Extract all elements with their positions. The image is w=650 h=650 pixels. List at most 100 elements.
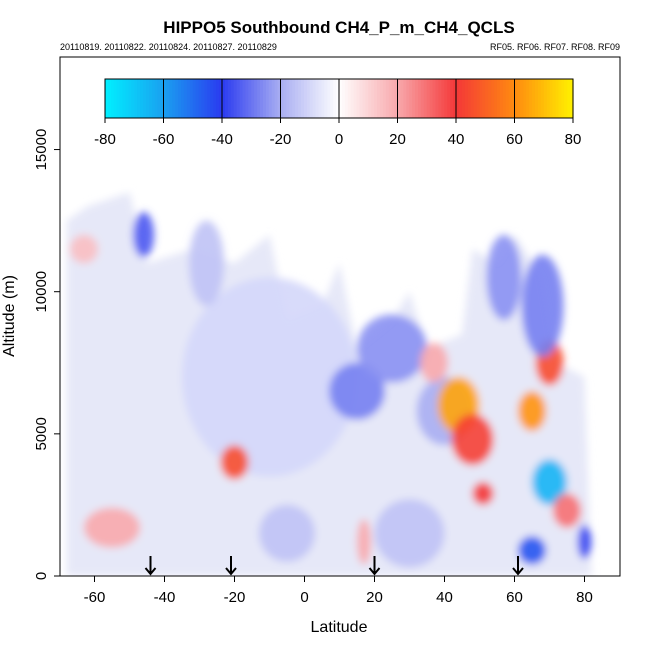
colorbar-segment (330, 79, 334, 118)
colorbar-segment (388, 79, 393, 118)
colorbar-segment (324, 79, 328, 118)
colorbar-segment (496, 79, 501, 118)
x-tick-label: -60 (84, 589, 106, 606)
colorbar-segment (148, 79, 153, 118)
chart-subtitle-dates: 20110819. 20110822. 20110824. 20110827. … (60, 42, 277, 52)
colorbar-segment (356, 79, 361, 118)
heat-feature (553, 493, 581, 528)
heat-feature (133, 212, 154, 258)
colorbar-segment (441, 79, 445, 118)
colorbar-segment (224, 79, 229, 118)
colorbar-segment (359, 79, 363, 118)
colorbar-segment (175, 79, 179, 118)
colorbar-segment (198, 79, 203, 118)
colorbar-segment (163, 79, 168, 118)
colorbar-segment (561, 79, 565, 118)
colorbar-segment (464, 79, 469, 118)
colorbar-tick-label: 80 (565, 131, 582, 148)
colorbar-segment (385, 79, 390, 118)
colorbar-segment (201, 79, 206, 118)
colorbar-segment (341, 79, 346, 118)
colorbar-segment (295, 79, 299, 118)
colorbar-segment (254, 79, 258, 118)
colorbar-segment (125, 79, 129, 118)
x-axis: -60 -40 -20 0 20 40 60 80 (84, 576, 593, 606)
colorbar-segment (219, 79, 223, 118)
colorbar-segment (186, 79, 191, 118)
colorbar-segment (230, 79, 235, 118)
colorbar-segment (537, 79, 542, 118)
flight-arrow (512, 556, 524, 576)
colorbar-segment (222, 79, 226, 118)
flight-arrow (225, 556, 237, 576)
colorbar-segment (450, 79, 454, 118)
colorbar-segment (336, 79, 340, 118)
colorbar-segment (426, 79, 431, 118)
colorbar-segment (172, 79, 176, 118)
colorbar-segment (391, 79, 396, 118)
colorbar-segment (169, 79, 173, 118)
colorbar-segment (277, 79, 282, 118)
colorbar-segment (192, 79, 197, 118)
flight-arrow (144, 556, 157, 576)
colorbar-segment (458, 79, 463, 118)
colorbar-segment (476, 79, 480, 118)
x-tick-label: 60 (506, 589, 523, 606)
heat-feature (357, 519, 371, 565)
colorbar-segment (333, 79, 337, 118)
colorbar-segment (303, 79, 308, 118)
colorbar: -80 -60 -40 -20 0 20 40 60 80 (94, 78, 582, 148)
colorbar-segment (289, 79, 293, 118)
x-tick-label: 0 (300, 589, 308, 606)
colorbar-segment (189, 79, 194, 118)
colorbar-segment (505, 79, 510, 118)
colorbar-segment (318, 79, 323, 118)
colorbar-tick-label: -60 (153, 131, 175, 148)
colorbar-segment (567, 79, 571, 118)
colorbar-segment (113, 79, 118, 118)
colorbar-segment (502, 79, 507, 118)
colorbar-segment (195, 79, 200, 118)
colorbar-segment (415, 79, 419, 118)
colorbar-segment (508, 79, 513, 118)
colorbar-segment (374, 79, 378, 118)
colorbar-segment (379, 79, 384, 118)
heat-feature (259, 504, 315, 562)
colorbar-segment (344, 79, 349, 118)
y-tick-label: 10000 (33, 271, 50, 313)
colorbar-segment (564, 79, 568, 118)
colorbar-segment (456, 79, 460, 118)
colorbar-segment (520, 79, 524, 118)
colorbar-segment (420, 79, 425, 118)
y-axis-label: Altitude (m) (1, 275, 18, 357)
colorbar-segment (262, 79, 267, 118)
colorbar-segment (233, 79, 238, 118)
colorbar-segment (242, 79, 246, 118)
heat-feature (532, 459, 567, 505)
heat-feature (220, 445, 249, 480)
colorbar-segment (444, 79, 448, 118)
colorbar-segment (409, 79, 413, 118)
colorbar-tick-label: 40 (448, 131, 465, 148)
colorbar-segment (534, 79, 539, 118)
heat-feature (451, 413, 494, 466)
colorbar-segment (494, 79, 498, 118)
x-tick-label: 40 (436, 589, 453, 606)
colorbar-segment (105, 79, 109, 118)
colorbar-segment (488, 79, 492, 118)
colorbar-segment (365, 79, 369, 118)
colorbar-segment (514, 79, 519, 118)
heat-feature (472, 482, 494, 505)
colorbar-segment (154, 79, 159, 118)
colorbar-tick-label: 60 (506, 131, 523, 148)
colorbar-segment (160, 79, 165, 118)
heat-feature (357, 314, 427, 383)
colorbar-segment (570, 79, 574, 118)
heat-feature (84, 507, 140, 548)
colorbar-segment (216, 79, 220, 118)
colorbar-tick-label: -40 (211, 131, 233, 148)
colorbar-segment (300, 79, 305, 118)
colorbar-segment (382, 79, 387, 118)
x-tick-label: 80 (576, 589, 593, 606)
